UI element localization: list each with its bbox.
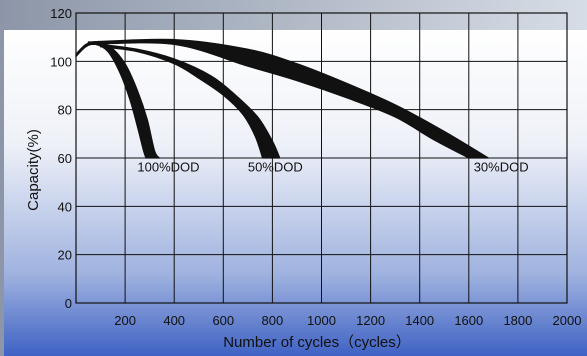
y-tick-label: 0 <box>65 296 72 311</box>
x-tick-label: 1000 <box>307 313 336 328</box>
y-tick-label: 120 <box>50 6 72 21</box>
y-tick-label: 60 <box>58 151 72 166</box>
y-axis-label: Capacity(%) <box>25 129 42 211</box>
tick-layer: 200 400 600 800 1000 1200 1400 1600 1800 2000 0 20 4… <box>50 6 581 328</box>
x-axis-label: Number of cycles（cycles） <box>223 334 411 351</box>
series-band-3 <box>87 38 490 159</box>
series-band-2 <box>99 43 281 159</box>
x-tick-label: 1200 <box>356 313 385 328</box>
series-label-3: 30%DOD <box>474 160 529 175</box>
y-tick-label: 40 <box>58 199 72 214</box>
x-tick-label: 200 <box>114 313 136 328</box>
x-tick-label: 1600 <box>454 313 483 328</box>
grid-layer <box>75 12 568 304</box>
x-tick-label: 1800 <box>503 313 532 328</box>
x-tick-label: 400 <box>163 313 185 328</box>
x-tick-label: 600 <box>212 313 234 328</box>
y-tick-label: 20 <box>58 248 72 263</box>
series-label-2: 50%DOD <box>248 160 303 175</box>
series-label-1: 100%DOD <box>137 160 199 175</box>
x-tick-label: 2000 <box>553 313 582 328</box>
x-tick-label: 800 <box>262 313 284 328</box>
y-tick-label: 100 <box>50 54 72 69</box>
y-tick-label: 80 <box>58 103 72 118</box>
curve-layer: 100%DOD 50%DOD 30%DOD <box>75 38 529 175</box>
x-tick-label: 1400 <box>405 313 434 328</box>
chart-background <box>4 30 587 356</box>
